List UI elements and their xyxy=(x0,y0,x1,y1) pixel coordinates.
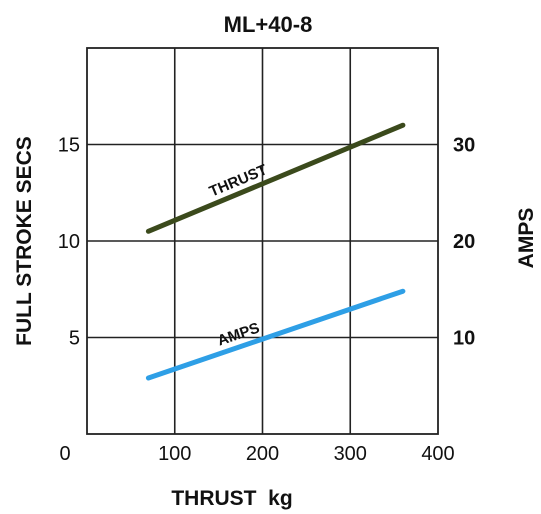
y-axis-label: FULL STROKE SECS xyxy=(13,136,36,346)
grid xyxy=(87,48,438,434)
x-axis-ticks: 0 100 200 300 400 xyxy=(59,443,454,465)
y2-tick-label: 30 xyxy=(453,135,475,157)
y2-axis-label: AMPS xyxy=(515,208,538,269)
y-tick-label: 10 xyxy=(58,231,80,253)
y-axis-ticks: 5 10 15 xyxy=(58,135,80,350)
y-tick-label: 15 xyxy=(58,135,80,157)
series-line-amps xyxy=(145,288,406,381)
series-line-thrust xyxy=(145,122,406,234)
y2-tick-label: 10 xyxy=(453,328,475,350)
y-tick-label: 5 xyxy=(69,328,80,350)
y2-tick-label: 20 xyxy=(453,231,475,253)
x-tick-label: 300 xyxy=(334,443,367,465)
plot-frame xyxy=(86,47,439,435)
x-tick-label: 400 xyxy=(421,443,454,465)
x-tick-label: 200 xyxy=(246,443,279,465)
x-axis-label: THRUST kg xyxy=(171,487,292,510)
x-tick-label: 0 xyxy=(59,443,70,465)
x-tick-label: 100 xyxy=(158,443,191,465)
y2-axis-ticks: 10 20 30 xyxy=(453,135,475,350)
chart-title: ML+40-8 xyxy=(224,12,313,37)
